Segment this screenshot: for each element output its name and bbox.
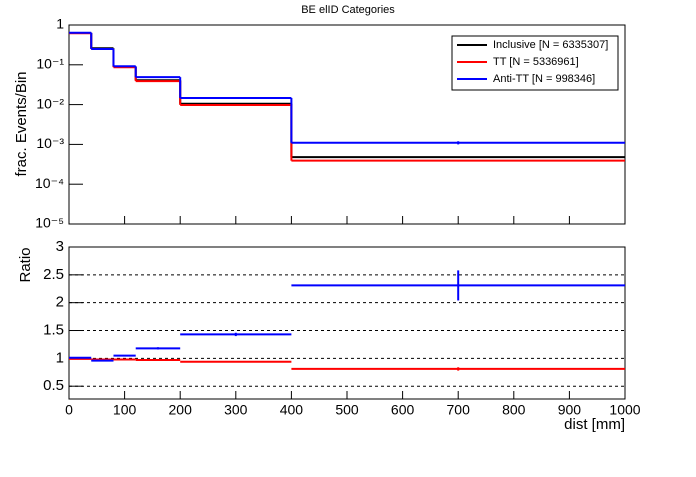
y-tick-label: 10⁻³ [36,135,64,151]
x-tick-label: 800 [502,402,526,418]
legend-label: TT [N = 5336961] [493,56,579,68]
x-tick-label: 700 [447,402,471,418]
x-tick-label: 0 [65,402,73,418]
legend-label: Inclusive [N = 6335307] [493,39,608,51]
y-tick-label: 10⁻¹ [36,56,64,72]
y-tick-label: 2 [56,294,64,311]
y-tick-label: 3 [56,238,64,255]
x-tick-label: 1000 [609,402,640,418]
y-tick-label: 0.5 [43,377,64,394]
x-tick-label: 500 [335,402,359,418]
x-tick-label: 200 [169,402,193,418]
chart-title: BE elID Categories [301,4,395,16]
y-axis-label: frac. Events/Bin [13,71,30,176]
y-tick-label: 1 [56,16,64,32]
y-tick-label: 10⁻² [36,95,64,111]
y-tick-label: 2.5 [43,266,64,283]
y-tick-label: 10⁻⁵ [35,215,64,231]
plot-frame [68,246,626,400]
x-axis-label: dist [mm] [564,416,625,433]
x-tick-label: 100 [113,402,137,418]
legend-label: Anti-TT [N = 998346] [493,73,595,85]
x-tick-label: 900 [558,402,582,418]
x-tick-label: 300 [224,402,248,418]
y-tick-label: 1 [56,349,64,366]
x-tick-label: 400 [280,402,304,418]
x-tick-label: 600 [391,402,415,418]
y-axis-label: Ratio [17,247,34,282]
y-tick-label: 1.5 [43,321,64,338]
plot-frame [68,24,626,225]
y-tick-label: 10⁻⁴ [35,175,64,191]
